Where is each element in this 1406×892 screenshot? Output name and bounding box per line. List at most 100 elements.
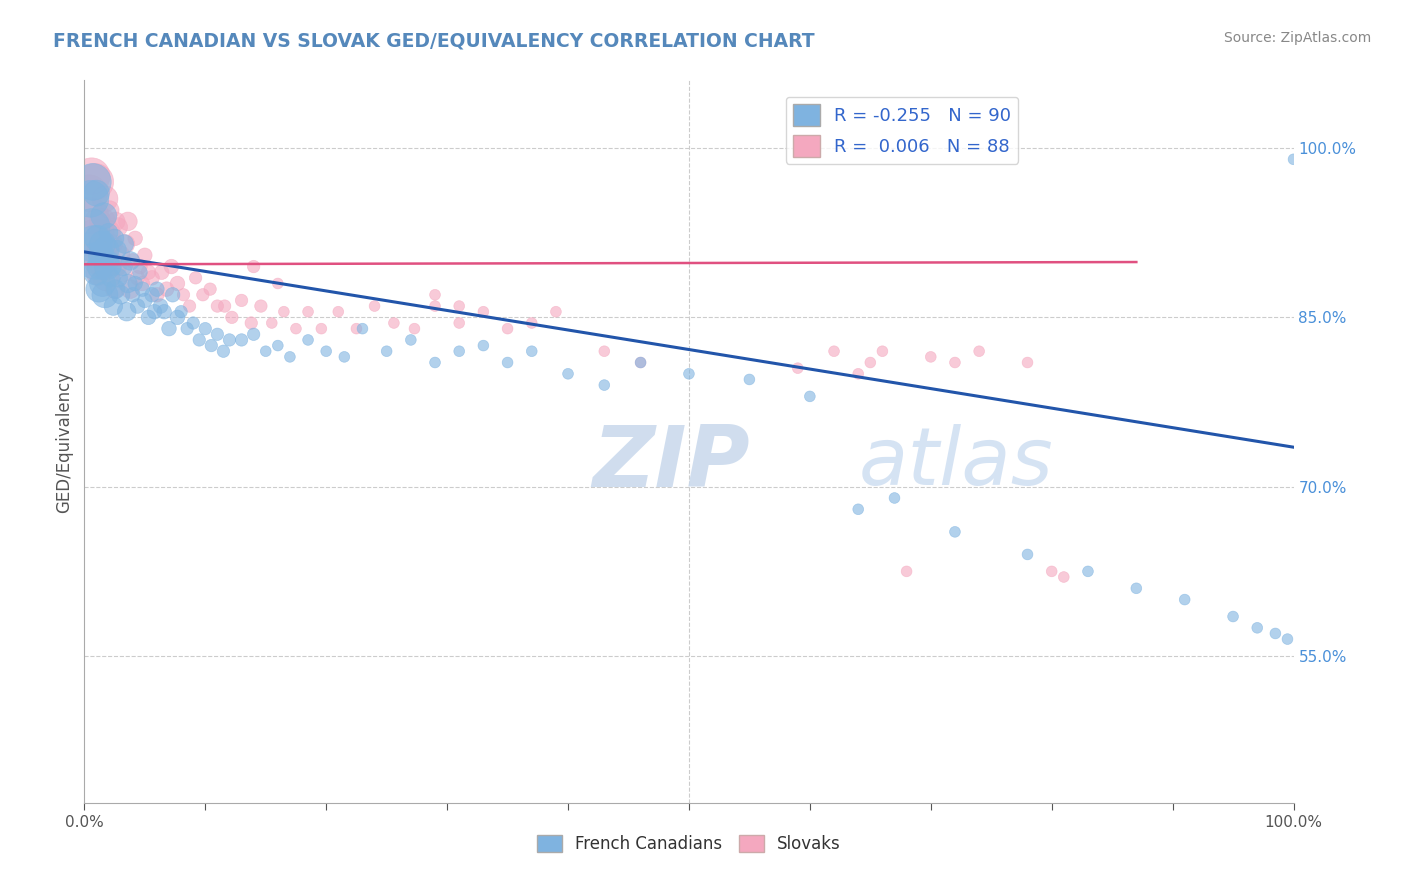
- Point: [1174, 592, 1197, 607]
- Point: [207, 299, 229, 313]
- Point: [207, 327, 229, 342]
- Point: [404, 321, 426, 335]
- Point: [191, 287, 214, 301]
- Point: [363, 299, 385, 313]
- Text: atlas: atlas: [858, 425, 1053, 502]
- Point: [117, 214, 139, 228]
- Point: [124, 231, 146, 245]
- Point: [449, 344, 471, 359]
- Point: [449, 299, 471, 313]
- Point: [84, 253, 107, 268]
- Point: [194, 321, 217, 335]
- Point: [179, 299, 201, 313]
- Point: [375, 344, 398, 359]
- Point: [157, 321, 180, 335]
- Point: [77, 186, 100, 201]
- Point: [80, 220, 103, 235]
- Point: [120, 282, 142, 296]
- Point: [242, 260, 264, 274]
- Point: [315, 344, 337, 359]
- Point: [520, 316, 543, 330]
- Point: [1017, 548, 1039, 562]
- Point: [872, 344, 894, 359]
- Point: [87, 265, 110, 279]
- Point: [101, 260, 124, 274]
- Point: [221, 310, 243, 325]
- Point: [121, 253, 143, 268]
- Point: [166, 277, 188, 291]
- Point: [91, 237, 114, 252]
- Point: [399, 333, 422, 347]
- Point: [146, 282, 169, 296]
- Point: [127, 270, 149, 285]
- Point: [823, 344, 845, 359]
- Point: [1264, 626, 1286, 640]
- Point: [107, 220, 129, 235]
- Point: [449, 316, 471, 330]
- Point: [297, 304, 319, 318]
- Point: [110, 248, 132, 262]
- Point: [544, 304, 567, 318]
- Point: [89, 260, 111, 274]
- Point: [967, 344, 990, 359]
- Point: [200, 338, 222, 352]
- Point: [90, 226, 112, 240]
- Point: [231, 333, 253, 347]
- Point: [112, 265, 135, 279]
- Point: [242, 327, 264, 342]
- Point: [218, 333, 240, 347]
- Point: [100, 237, 122, 252]
- Point: [84, 175, 107, 189]
- Point: [83, 243, 105, 257]
- Point: [131, 282, 153, 296]
- Point: [333, 350, 356, 364]
- Point: [1222, 609, 1244, 624]
- Point: [212, 344, 235, 359]
- Point: [267, 338, 290, 352]
- Point: [423, 287, 446, 301]
- Point: [1246, 621, 1268, 635]
- Point: [1077, 565, 1099, 579]
- Point: [859, 355, 882, 369]
- Point: [127, 299, 149, 313]
- Point: [103, 299, 125, 313]
- Point: [134, 248, 156, 262]
- Point: [520, 344, 543, 359]
- Point: [114, 237, 136, 252]
- Point: [83, 237, 105, 252]
- Point: [104, 282, 127, 296]
- Point: [176, 321, 198, 335]
- Point: [120, 253, 142, 268]
- Point: [86, 214, 108, 228]
- Point: [630, 355, 652, 369]
- Text: Source: ZipAtlas.com: Source: ZipAtlas.com: [1223, 31, 1371, 45]
- Point: [141, 270, 163, 285]
- Point: [143, 304, 166, 318]
- Text: ZIP: ZIP: [592, 422, 749, 505]
- Point: [472, 304, 495, 318]
- Point: [98, 203, 121, 218]
- Point: [1040, 565, 1063, 579]
- Point: [496, 355, 519, 369]
- Point: [738, 372, 761, 386]
- Point: [103, 237, 125, 252]
- Point: [284, 321, 308, 335]
- Point: [896, 565, 918, 579]
- Point: [678, 367, 700, 381]
- Point: [146, 287, 169, 301]
- Point: [91, 214, 114, 228]
- Point: [260, 316, 283, 330]
- Point: [181, 316, 204, 330]
- Point: [100, 270, 122, 285]
- Point: [240, 316, 263, 330]
- Point: [1282, 153, 1305, 167]
- Point: [93, 209, 115, 223]
- Point: [79, 209, 101, 223]
- Point: [799, 389, 821, 403]
- Point: [297, 333, 319, 347]
- Point: [112, 237, 135, 252]
- Point: [87, 282, 110, 296]
- Point: [149, 299, 172, 313]
- Point: [107, 270, 129, 285]
- Point: [105, 260, 128, 274]
